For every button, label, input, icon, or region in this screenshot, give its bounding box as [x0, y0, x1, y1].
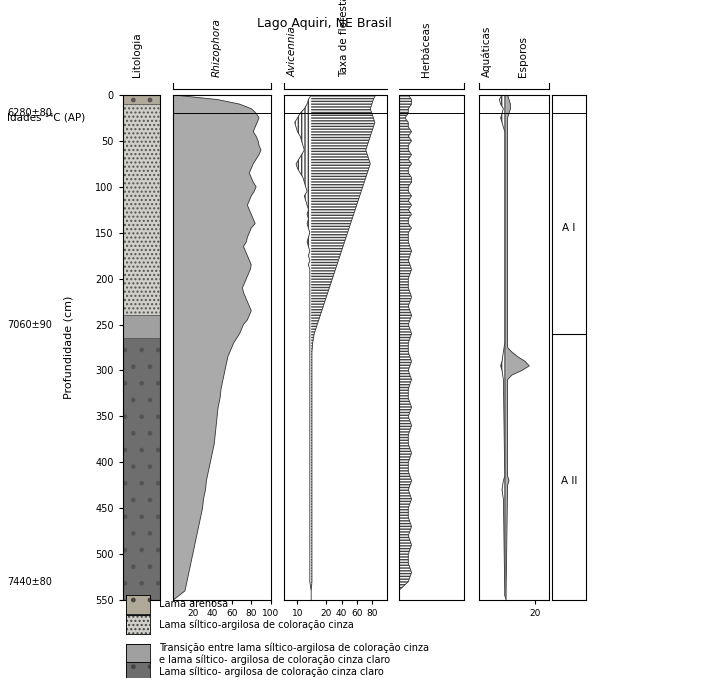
Text: 7440±80: 7440±80	[7, 577, 52, 586]
Bar	[123, 95, 160, 104]
Text: Lago Aquiri, NE Brasil: Lago Aquiri, NE Brasil	[258, 17, 392, 30]
Text: Profundidade (cm): Profundidade (cm)	[64, 296, 74, 399]
Text: Herbáceas: Herbáceas	[421, 22, 431, 77]
Bar	[123, 104, 160, 315]
Text: Lama síltico- argilosa de coloração cinza claro: Lama síltico- argilosa de coloração cinz…	[159, 666, 383, 677]
Text: Aquáticas: Aquáticas	[482, 26, 492, 77]
Text: Esporos: Esporos	[518, 36, 528, 77]
Text: 7060±90: 7060±90	[7, 319, 52, 330]
Text: Rhizophora: Rhizophora	[212, 18, 222, 77]
Text: Lama síltico-argilosa de coloração cinza: Lama síltico-argilosa de coloração cinza	[159, 619, 354, 630]
Text: Avicennia: Avicennia	[287, 26, 297, 77]
Text: A II: A II	[561, 476, 577, 485]
Text: Lama arenosa: Lama arenosa	[159, 599, 228, 609]
Text: A I: A I	[562, 223, 575, 233]
Text: Litologia: Litologia	[131, 33, 142, 77]
Text: Transição entre lama síltico-argilosa de coloração cinza
e lama síltico- argilos: Transição entre lama síltico-argilosa de…	[159, 642, 429, 665]
Bar	[123, 315, 160, 338]
Text: 6280±80: 6280±80	[7, 108, 52, 118]
Text: Taxa de floresta: Taxa de floresta	[339, 0, 349, 77]
Bar	[123, 338, 160, 600]
Text: Idades ¹⁴C (AP): Idades ¹⁴C (AP)	[7, 113, 85, 123]
